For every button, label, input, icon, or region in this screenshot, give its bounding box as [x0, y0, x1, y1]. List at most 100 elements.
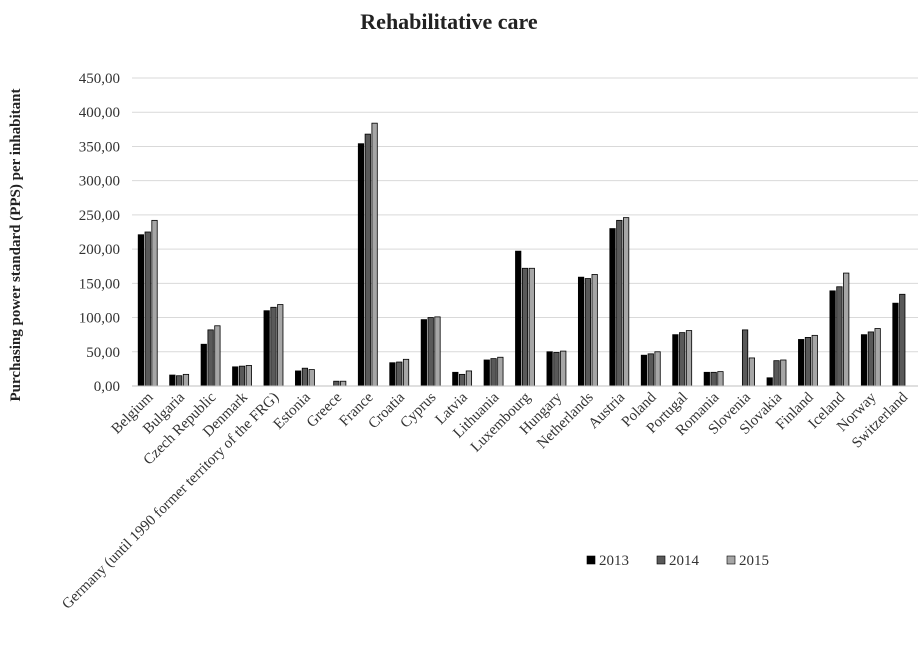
x-category-label: Greece: [304, 389, 346, 431]
bar-2014: [773, 360, 780, 387]
bar-2014: [867, 331, 874, 387]
bar-2014: [333, 380, 340, 387]
y-tick-label: 250,00: [79, 208, 120, 224]
gridlines: [132, 77, 918, 353]
bar-2013: [546, 351, 553, 387]
bar-2015: [497, 356, 504, 387]
bar-2013: [829, 290, 836, 387]
bar-2014: [459, 373, 466, 387]
y-tick-label: 400,00: [79, 105, 120, 121]
y-tick-label: 200,00: [79, 242, 120, 258]
bar-2014: [490, 358, 497, 387]
bar-2014: [521, 267, 529, 387]
bar-2015: [277, 304, 284, 387]
bar-2013: [860, 334, 868, 387]
y-tick-label: 50,00: [86, 345, 120, 361]
bar-2014: [804, 336, 812, 387]
bar-2013: [295, 370, 302, 387]
bar-2014: [144, 231, 151, 387]
bar-2013: [200, 343, 207, 387]
bar-2013: [609, 228, 616, 387]
y-axis-label: Purchasing power standard (PPS) per inha…: [8, 89, 24, 402]
bar-2015: [717, 371, 724, 387]
bars: [137, 122, 906, 387]
bar-2015: [843, 272, 850, 387]
bar-2014: [396, 361, 403, 387]
legend-label: 2014: [669, 553, 700, 569]
legend-swatch: [726, 555, 736, 565]
chart-title: Rehabilitative care: [360, 9, 538, 34]
bar-2015: [748, 357, 755, 387]
bar-2014: [616, 219, 623, 387]
y-tick-label: 150,00: [79, 276, 120, 292]
bar-2013: [672, 334, 679, 387]
bar-2015: [340, 380, 347, 387]
bar-2014: [741, 329, 749, 387]
bar-2014: [899, 293, 906, 387]
bar-2013: [389, 362, 396, 387]
bar-2015: [402, 358, 410, 387]
legend-swatch: [586, 555, 596, 565]
bar-2015: [465, 370, 473, 387]
legend-swatch: [656, 555, 666, 565]
bar-2014: [207, 329, 214, 387]
bar-2013: [892, 302, 899, 387]
bar-2013: [640, 354, 648, 387]
bar-2013: [483, 359, 490, 387]
bar-2015: [245, 365, 252, 387]
bar-2015: [434, 316, 441, 387]
bar-2014: [364, 133, 371, 387]
bar-2015: [560, 350, 567, 387]
bar-2014: [647, 353, 654, 387]
bar-2013: [232, 366, 239, 387]
bar-2015: [874, 328, 881, 387]
bar-2013: [452, 371, 459, 387]
bar-2013: [577, 276, 585, 387]
bar-2013: [703, 371, 710, 387]
y-axis-ticks: 0,00 50,00 100,00 150,00 200,00 250,00 300,00 3…: [79, 71, 120, 395]
y-tick-label: 450,00: [79, 71, 120, 87]
bar-2013: [357, 143, 365, 387]
y-tick-label: 100,00: [79, 311, 120, 327]
y-tick-label: 300,00: [79, 174, 120, 190]
bar-2014: [553, 352, 560, 387]
legend: 2013 2014 2015: [586, 553, 769, 569]
bar-2015: [151, 219, 158, 387]
bar-2013: [766, 377, 773, 387]
bar-2015: [780, 359, 787, 387]
bar-2014: [427, 317, 434, 387]
bar-2015: [182, 373, 190, 387]
bar-2014: [301, 367, 309, 387]
bar-2013: [798, 339, 805, 387]
y-tick-label: 0,00: [94, 379, 120, 395]
x-category-label: Austria: [586, 389, 629, 432]
bar-2015: [214, 325, 221, 387]
bar-2013: [169, 374, 176, 387]
bar-2015: [654, 351, 661, 387]
legend-label: 2013: [599, 553, 629, 569]
bar-2013: [515, 250, 522, 387]
bar-2014: [710, 371, 717, 387]
bar-2015: [528, 267, 535, 387]
bar-2014: [238, 365, 246, 387]
legend-label: 2015: [739, 553, 769, 569]
x-category-label: Cyprus: [398, 389, 440, 431]
bar-2014: [679, 332, 686, 387]
bar-2015: [308, 369, 315, 387]
y-tick-label: 350,00: [79, 139, 120, 155]
bar-2015: [371, 122, 378, 387]
bar-2014: [584, 278, 591, 387]
bar-2014: [270, 306, 277, 387]
bar-2014: [836, 286, 843, 387]
x-category-label: Germany (until 1990 former territory of …: [59, 390, 282, 613]
bar-2015: [685, 330, 693, 387]
bar-2015: [591, 274, 598, 387]
bar-2014: [176, 375, 183, 387]
bar-2015: [811, 334, 818, 387]
bar-2013: [137, 234, 145, 387]
bar-2013: [263, 310, 270, 387]
bar-2013: [420, 319, 427, 387]
